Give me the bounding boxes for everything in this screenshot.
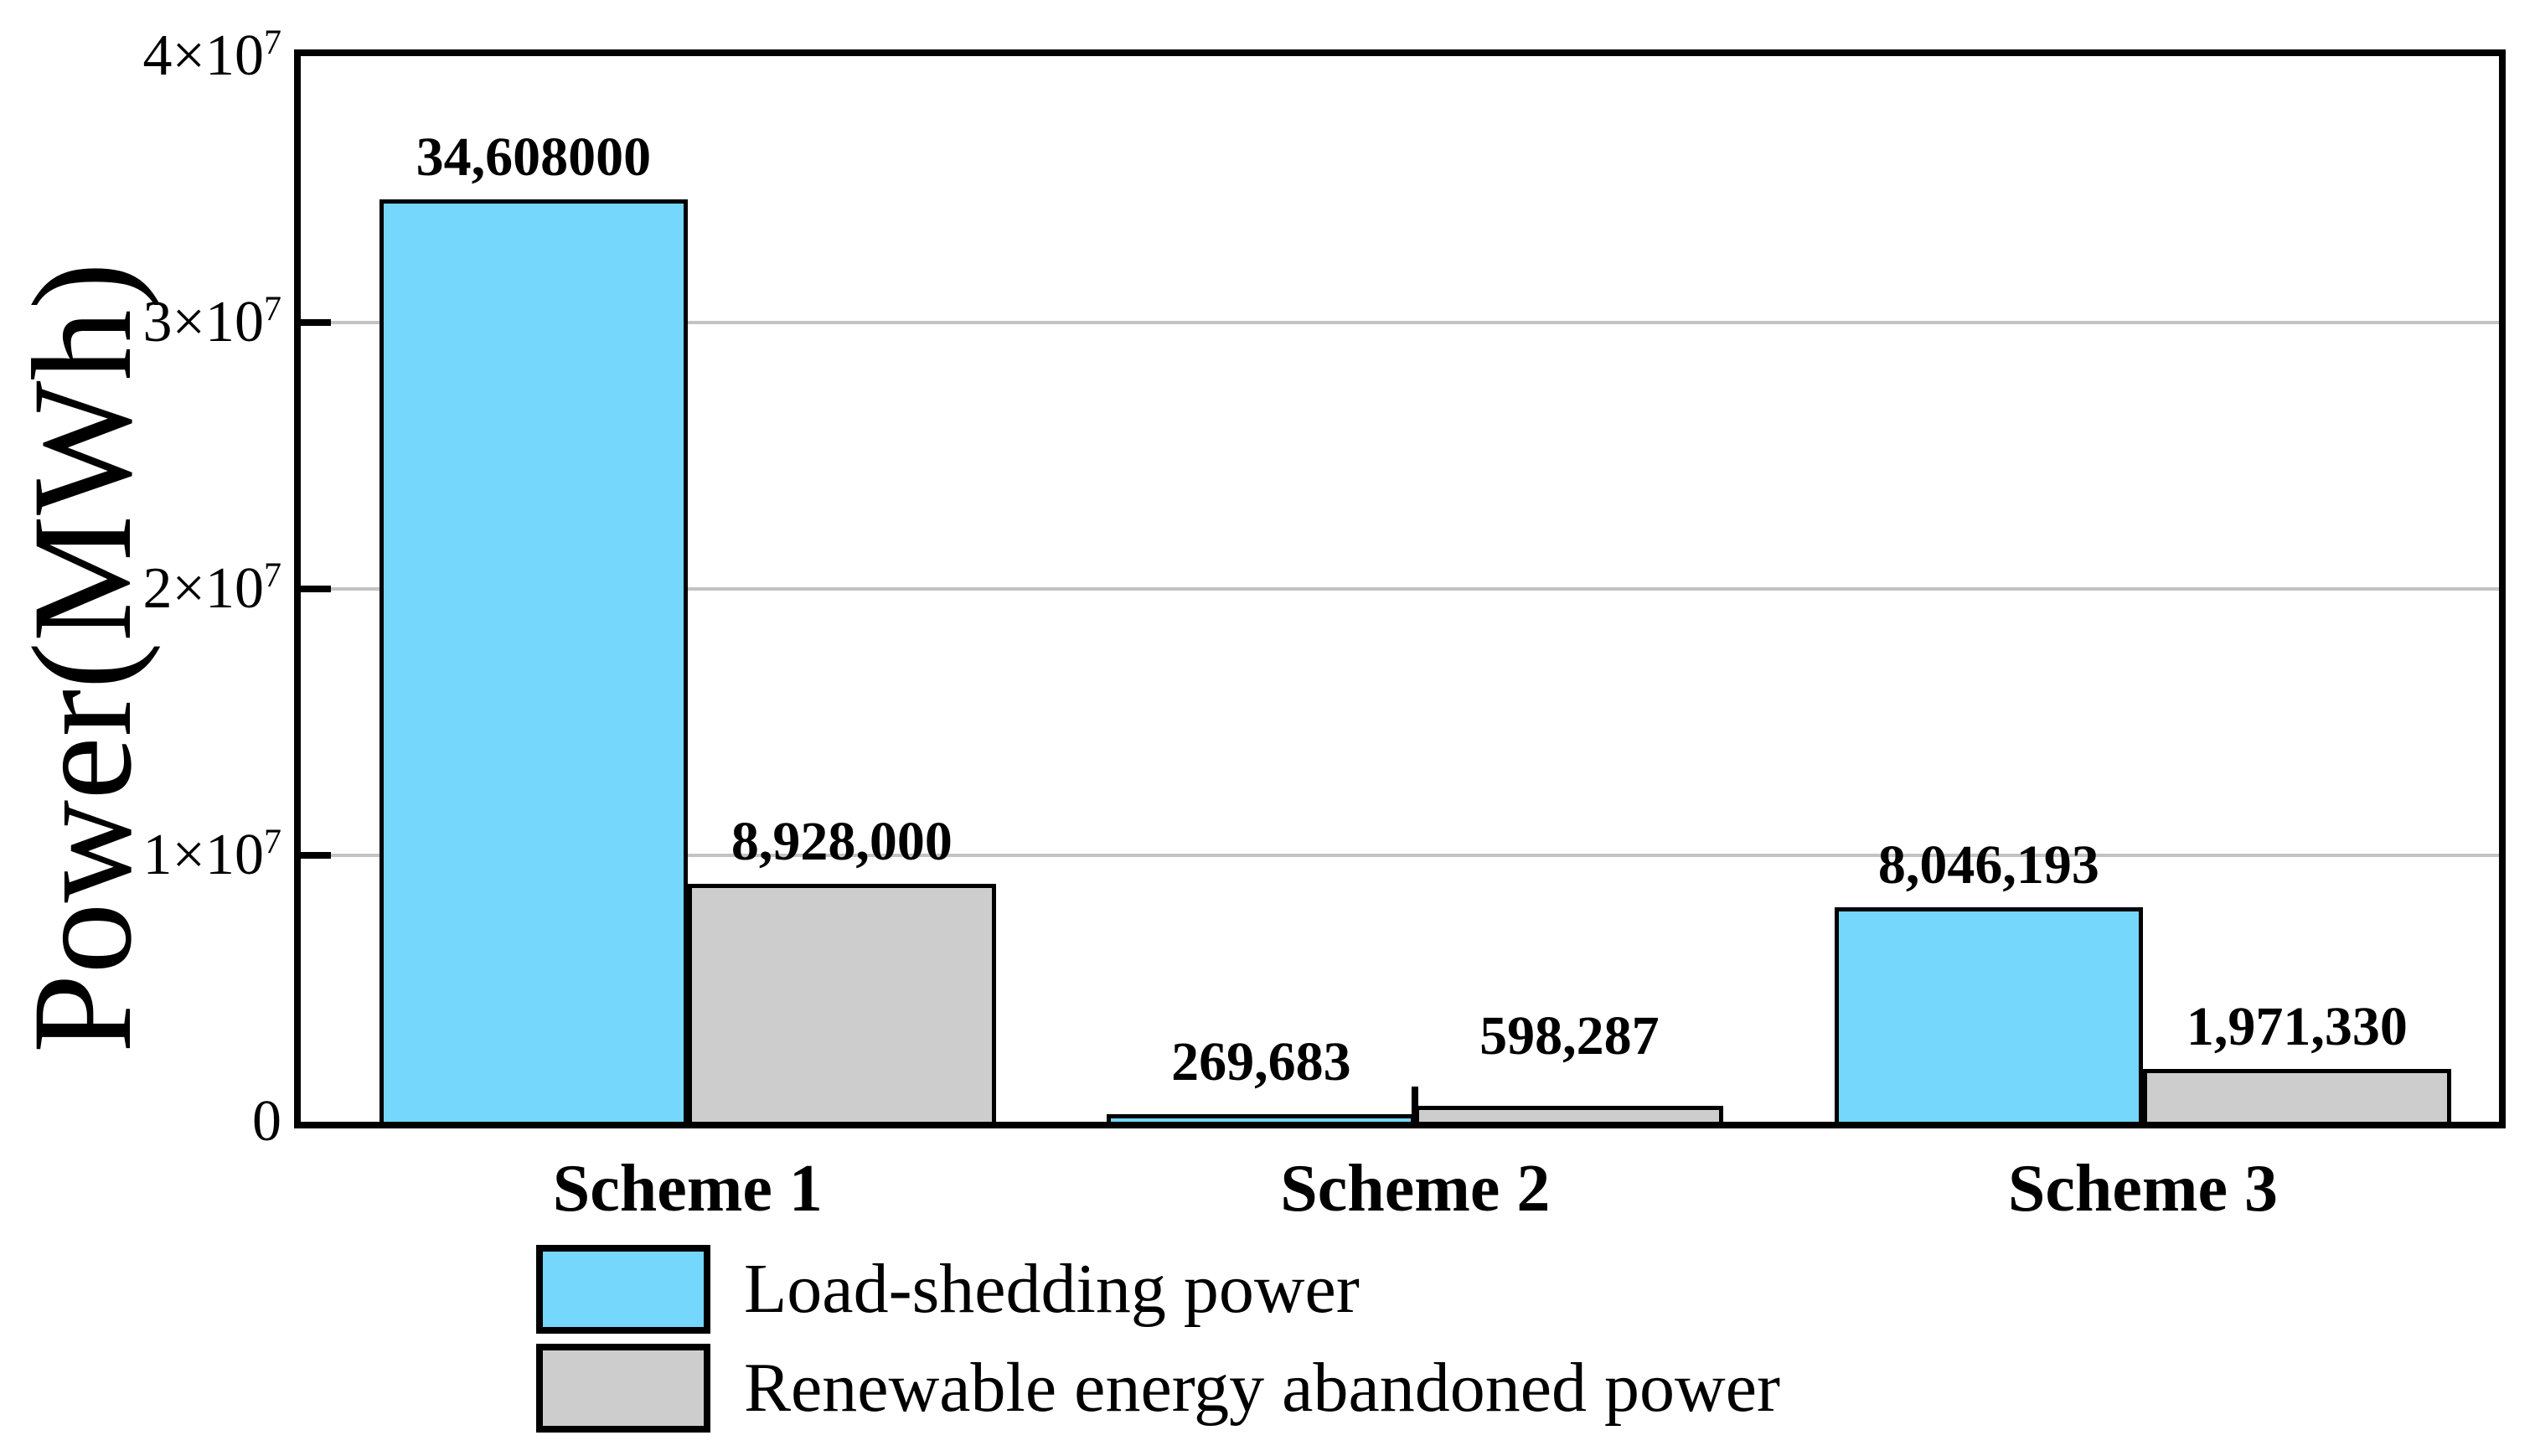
value-label: 8,046,193 [1877,834,2099,896]
value-label: 34,608000 [416,126,652,188]
value-label: 8,928,000 [731,810,953,872]
x-tick-mark-scheme-2 [1412,1087,1419,1122]
gridline-2e7 [301,587,2499,591]
bar-scheme1-load-shedding [379,199,688,1122]
value-label: 269,683 [1171,1030,1351,1092]
value-label: 598,287 [1479,1005,1660,1067]
gridline-3e7 [301,321,2499,324]
value-label: 1,971,330 [2186,995,2408,1057]
legend-item-load-shedding: Load-shedding power [536,1245,1360,1334]
x-category-label-scheme-1: Scheme 1 [552,1152,823,1226]
bar-scheme3-load-shedding [1834,907,2143,1122]
bar-scheme3-renewable-abandoned [2142,1069,2451,1122]
y-axis-label: Power(MWh) [3,261,161,1054]
y-tick-label-3: 3×107 [142,290,281,354]
x-category-label-scheme-2: Scheme 2 [1280,1152,1551,1226]
gridline-1e7 [301,854,2499,857]
y-tick-label-2: 2×107 [142,556,281,621]
legend-swatch-renewable-abandoned [536,1344,710,1433]
x-category-label-scheme-3: Scheme 3 [2007,1152,2278,1226]
y-tick-label-1: 1×107 [142,823,281,887]
y-tick-mark-3e7 [301,319,331,326]
bar-scheme2-renewable-abandoned [1415,1105,1724,1122]
plot-area: 34,608000 269,683 8,046,193 8,928,000 598,28… [294,49,2506,1128]
y-tick-label-0: 0 [252,1089,281,1154]
y-tick-label-4: 4×107 [142,23,281,88]
y-tick-mark-1e7 [301,852,331,859]
legend-swatch-load-shedding [536,1245,710,1334]
bar-scheme1-renewable-abandoned [687,884,996,1122]
y-tick-mark-2e7 [301,586,331,592]
legend-item-renewable-abandoned: Renewable energy abandoned power [536,1344,1780,1433]
legend-label-renewable-abandoned: Renewable energy abandoned power [744,1349,1780,1427]
legend-label-load-shedding: Load-shedding power [744,1250,1360,1328]
bar-scheme2-load-shedding [1107,1114,1416,1122]
